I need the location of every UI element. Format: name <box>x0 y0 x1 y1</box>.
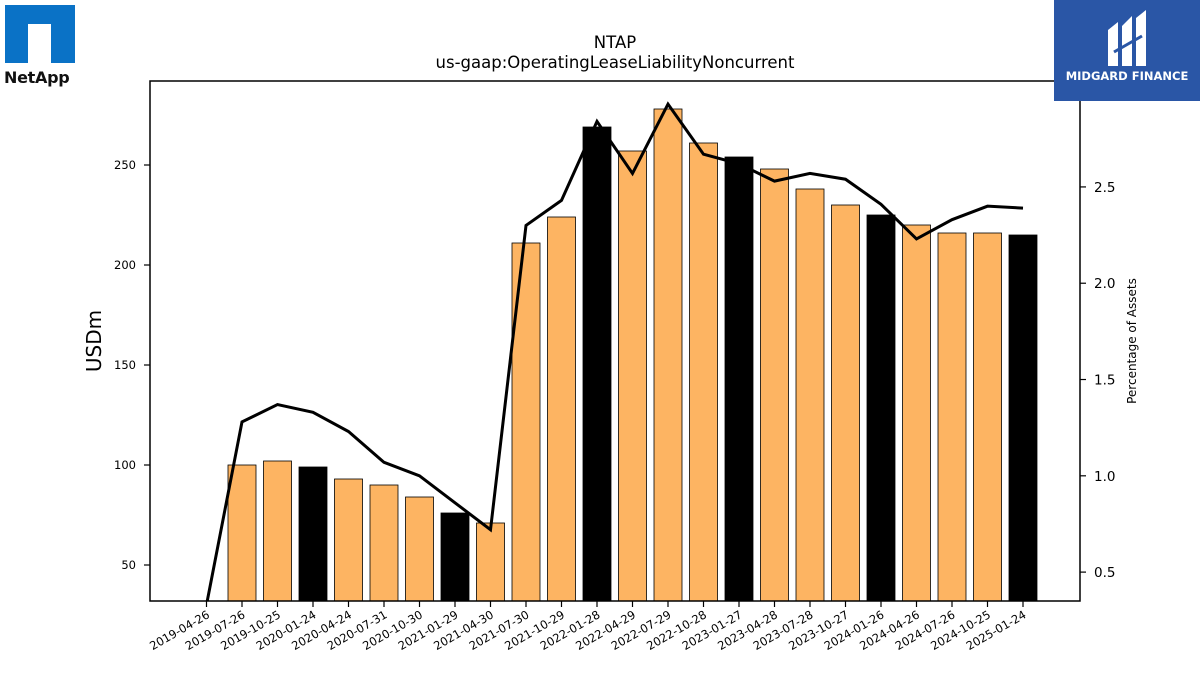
bar-layer <box>227 108 1038 602</box>
bar-2022-10-28 <box>689 142 718 602</box>
y-tick-label-200: 200 <box>114 258 136 272</box>
bar-2023-07-28 <box>795 188 825 602</box>
bar-2020-10-30 <box>405 496 434 602</box>
y2-tick-label-2: 2.0 <box>1094 276 1115 292</box>
right-axis: 0.5 1.0 1.5 2.0 2.5 <box>1080 180 1115 581</box>
bar-2020-04-24 <box>334 478 363 602</box>
midgard-logo-text: MIDGARD FINANCE <box>1065 69 1189 83</box>
y2-tick-label-1: 1.0 <box>1094 469 1115 485</box>
bar-2024-01-26 <box>866 214 896 602</box>
chart-title: NTAP <box>594 33 636 52</box>
y2-axis-label: Percentage of Assets <box>1125 278 1139 404</box>
y-axis-label: USDm <box>82 310 106 372</box>
bar-2023-10-27 <box>831 204 860 602</box>
bar-2021-01-29 <box>440 512 470 602</box>
bar-2024-10-25 <box>973 232 1002 602</box>
line-layer <box>205 101 1024 601</box>
y-tick-label-50: 50 <box>121 558 136 572</box>
bar-2022-07-29 <box>653 108 683 602</box>
y-tick-label-150: 150 <box>114 358 136 372</box>
y2-tick-label-0.5: 0.5 <box>1094 565 1115 581</box>
chart-subtitle: us-gaap:OperatingLeaseLiabilityNoncurren… <box>436 53 795 72</box>
netapp-logo-text: NetApp <box>4 68 70 87</box>
percentage-line <box>205 101 1024 601</box>
midgard-logo-icon <box>1108 10 1146 66</box>
bar-2021-10-29 <box>547 216 576 602</box>
bar-2022-04-29 <box>618 150 647 602</box>
y2-tick-label-1.5: 1.5 <box>1094 373 1115 389</box>
bar-2021-04-30 <box>476 522 505 602</box>
left-axis: 50 100 150 200 250 <box>114 158 150 572</box>
bar-2023-04-28 <box>760 168 789 602</box>
midgard-finance-logo: MIDGARD FINANCE <box>1054 0 1200 101</box>
bar-2022-01-28 <box>582 126 612 602</box>
x-axis: 2019-04-262019-07-262019-10-252020-01-24… <box>147 601 1029 653</box>
bar-2024-04-26 <box>902 224 931 602</box>
bar-2019-07-26 <box>227 464 257 602</box>
netapp-logo-icon <box>5 5 75 63</box>
y-tick-label-250: 250 <box>114 158 136 172</box>
plot-frame <box>149 80 1081 602</box>
bar-2020-01-24 <box>298 466 328 602</box>
bar-2024-07-26 <box>937 232 967 602</box>
bar-2023-01-27 <box>724 156 754 602</box>
bar-2025-01-24 <box>1008 234 1038 602</box>
y-tick-label-100: 100 <box>114 458 136 472</box>
netapp-logo: NetApp <box>4 4 82 94</box>
bar-2020-07-31 <box>369 484 399 602</box>
bar-2019-10-25 <box>263 460 292 602</box>
y2-tick-label-2.5: 2.5 <box>1094 180 1115 196</box>
